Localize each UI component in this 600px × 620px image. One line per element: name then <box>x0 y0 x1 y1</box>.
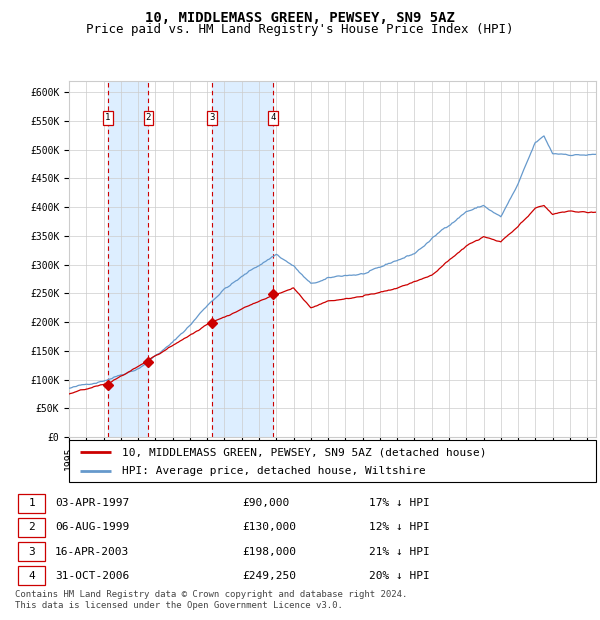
FancyBboxPatch shape <box>18 518 46 537</box>
Text: 17% ↓ HPI: 17% ↓ HPI <box>369 498 430 508</box>
Text: 1: 1 <box>28 498 35 508</box>
Bar <box>108 81 148 437</box>
Text: 2: 2 <box>28 523 35 533</box>
Text: 21% ↓ HPI: 21% ↓ HPI <box>369 547 430 557</box>
Text: HPI: Average price, detached house, Wiltshire: HPI: Average price, detached house, Wilt… <box>122 466 425 476</box>
Text: Contains HM Land Registry data © Crown copyright and database right 2024.
This d: Contains HM Land Registry data © Crown c… <box>15 590 407 609</box>
Bar <box>212 81 274 437</box>
Text: £130,000: £130,000 <box>242 523 296 533</box>
Text: 10, MIDDLEMASS GREEN, PEWSEY, SN9 5AZ (detached house): 10, MIDDLEMASS GREEN, PEWSEY, SN9 5AZ (d… <box>122 447 486 457</box>
Text: 3: 3 <box>28 547 35 557</box>
Text: 2: 2 <box>146 113 151 123</box>
Text: 3: 3 <box>209 113 215 123</box>
Text: 4: 4 <box>271 113 276 123</box>
Text: 06-AUG-1999: 06-AUG-1999 <box>55 523 130 533</box>
FancyBboxPatch shape <box>69 440 596 482</box>
Text: £198,000: £198,000 <box>242 547 296 557</box>
Text: 10, MIDDLEMASS GREEN, PEWSEY, SN9 5AZ: 10, MIDDLEMASS GREEN, PEWSEY, SN9 5AZ <box>145 11 455 25</box>
Text: 1: 1 <box>105 113 110 123</box>
Text: £249,250: £249,250 <box>242 570 296 581</box>
Text: £90,000: £90,000 <box>242 498 290 508</box>
FancyBboxPatch shape <box>18 542 46 561</box>
FancyBboxPatch shape <box>18 494 46 513</box>
Text: 20% ↓ HPI: 20% ↓ HPI <box>369 570 430 581</box>
Text: 4: 4 <box>28 570 35 581</box>
Text: Price paid vs. HM Land Registry's House Price Index (HPI): Price paid vs. HM Land Registry's House … <box>86 23 514 36</box>
Text: 16-APR-2003: 16-APR-2003 <box>55 547 130 557</box>
Text: 31-OCT-2006: 31-OCT-2006 <box>55 570 130 581</box>
FancyBboxPatch shape <box>18 566 46 585</box>
Text: 12% ↓ HPI: 12% ↓ HPI <box>369 523 430 533</box>
Text: 03-APR-1997: 03-APR-1997 <box>55 498 130 508</box>
